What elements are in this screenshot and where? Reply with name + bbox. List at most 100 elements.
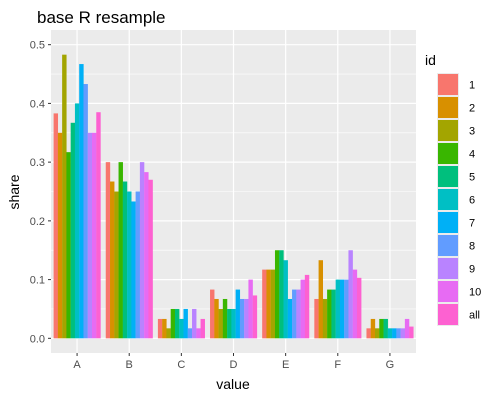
bar xyxy=(296,289,301,339)
bar xyxy=(244,298,249,339)
bar xyxy=(366,328,371,339)
bar xyxy=(370,318,376,339)
bar xyxy=(192,308,197,339)
bar xyxy=(218,308,223,339)
legend-swatch xyxy=(438,189,458,210)
bar xyxy=(114,191,119,339)
bar xyxy=(239,298,245,339)
bar xyxy=(348,250,353,339)
y-tick-label: 0.2 xyxy=(30,216,45,228)
bar xyxy=(331,289,336,339)
bar xyxy=(404,318,410,339)
bar xyxy=(162,318,167,339)
bar xyxy=(157,318,163,339)
bar xyxy=(110,181,115,339)
legend-label: 2 xyxy=(469,103,475,115)
y-tick-label: 0.1 xyxy=(30,275,45,287)
x-axis-title: value xyxy=(216,376,250,392)
bar xyxy=(300,279,305,339)
bar xyxy=(170,308,176,339)
legend-label: 8 xyxy=(469,241,475,253)
bar xyxy=(314,298,319,339)
bar xyxy=(66,152,71,339)
bar xyxy=(57,132,63,339)
bar xyxy=(400,328,406,339)
bar xyxy=(122,181,128,339)
bar xyxy=(352,269,358,339)
bar xyxy=(92,132,97,339)
legend-label: 6 xyxy=(469,195,475,207)
bar xyxy=(70,122,76,339)
bar xyxy=(131,201,136,339)
legend-swatch xyxy=(438,143,458,164)
bar xyxy=(200,318,205,339)
legend-label: 4 xyxy=(469,149,475,161)
x-tick-label: D xyxy=(230,359,238,371)
bar xyxy=(222,298,228,339)
legend-label: 9 xyxy=(469,264,475,276)
x-tick-label: F xyxy=(334,359,341,371)
bar xyxy=(183,308,188,339)
legend-swatch xyxy=(438,120,458,141)
bar xyxy=(322,298,328,339)
bar xyxy=(266,269,271,339)
legend-swatch xyxy=(438,166,458,187)
x-tick-label: C xyxy=(177,359,185,371)
bar xyxy=(83,84,88,339)
bar xyxy=(118,162,123,339)
bar xyxy=(214,298,219,339)
legend-label: 10 xyxy=(469,287,481,299)
x-tick-label: A xyxy=(73,359,81,371)
bar xyxy=(231,308,236,339)
bar xyxy=(387,328,393,339)
bar xyxy=(74,103,80,339)
y-tick-label: 0.3 xyxy=(30,157,45,169)
bar xyxy=(292,289,297,339)
y-tick-label: 0.4 xyxy=(30,98,45,110)
bar xyxy=(135,191,141,339)
legend: id 1 2 3 4 5 6 7 8 9 10 all xyxy=(425,52,481,326)
bar xyxy=(144,172,149,339)
bar xyxy=(174,308,180,339)
y-tick-label: 0.5 xyxy=(30,40,45,52)
bar xyxy=(283,260,288,339)
bar xyxy=(262,269,267,339)
bar xyxy=(356,277,362,339)
x-tick-label: B xyxy=(126,359,133,371)
bar xyxy=(96,112,101,339)
bar xyxy=(166,328,171,339)
bar xyxy=(196,328,201,339)
legend-swatch xyxy=(438,304,458,325)
bar xyxy=(379,318,384,339)
legend-swatch xyxy=(438,281,458,302)
bar xyxy=(344,279,349,339)
bar xyxy=(304,274,310,339)
bar xyxy=(210,289,215,339)
legend-label: 7 xyxy=(469,218,475,230)
bar xyxy=(148,179,153,339)
y-axis-title: share xyxy=(6,174,22,209)
legend-label: 5 xyxy=(469,172,475,184)
bar xyxy=(335,279,341,339)
legend-swatch xyxy=(438,74,458,95)
bar xyxy=(339,279,345,339)
bar xyxy=(105,162,111,339)
legend-label: 3 xyxy=(469,126,475,138)
bar xyxy=(327,289,332,339)
bar xyxy=(383,318,388,339)
bar xyxy=(179,318,184,339)
bar xyxy=(252,295,258,339)
bars xyxy=(53,54,414,339)
x-tick-label: E xyxy=(282,359,289,371)
legend-label: all xyxy=(469,310,480,322)
x-tick-label: G xyxy=(386,359,395,371)
chart-title: base R resample xyxy=(37,8,166,27)
bar xyxy=(396,328,401,339)
y-axis: 0.0 0.1 0.2 0.3 0.4 0.5 xyxy=(30,40,51,345)
bar xyxy=(409,326,414,339)
legend-swatch xyxy=(438,97,458,118)
bar xyxy=(139,162,145,339)
bar xyxy=(62,54,67,339)
bar xyxy=(287,298,293,339)
